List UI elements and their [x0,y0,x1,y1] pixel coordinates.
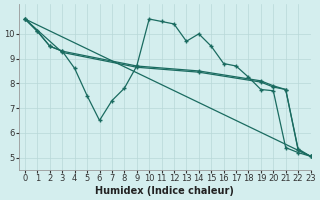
X-axis label: Humidex (Indice chaleur): Humidex (Indice chaleur) [95,186,234,196]
